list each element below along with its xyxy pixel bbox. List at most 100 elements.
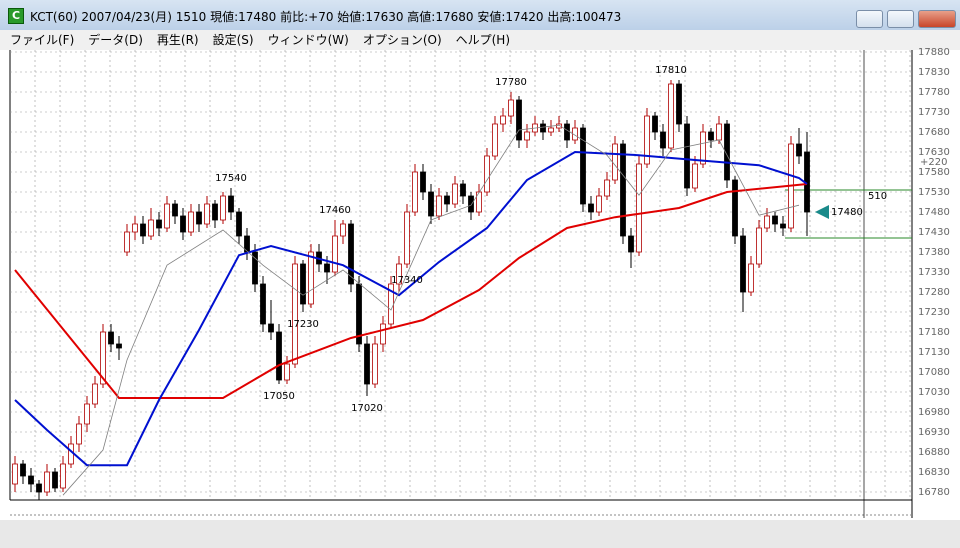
candle-body [636, 163, 642, 253]
candle-body [412, 171, 418, 213]
candle-body [468, 195, 474, 213]
candle-body [644, 115, 650, 165]
candle-body [716, 123, 722, 141]
candle-body [284, 363, 290, 381]
close-button[interactable] [918, 10, 956, 28]
menu-item[interactable]: 再生(R) [156, 33, 199, 47]
y-tick-label: 17380 [918, 247, 950, 258]
candle-body [436, 195, 442, 217]
candle-body [404, 211, 410, 265]
menu-bar: ファイル(F) データ(D) 再生(R) 設定(S) ウィンドウ(W) オプション(O) ヘ… [0, 30, 960, 50]
menu-item[interactable]: 設定(S) [212, 33, 254, 47]
candle-body [420, 171, 426, 193]
candle-body [652, 115, 658, 133]
y-tick-label: 16880 [918, 447, 950, 458]
candle-body [740, 235, 746, 293]
peak-label: 17810 [655, 65, 687, 76]
candle-body [484, 155, 490, 193]
candle-body [620, 143, 626, 237]
candle-body [724, 123, 730, 181]
candle-body [92, 383, 98, 405]
candle-body [628, 235, 634, 253]
price-marker [815, 205, 829, 219]
candle-body [324, 263, 330, 273]
candle-body [340, 223, 346, 237]
candle-body [220, 195, 226, 221]
candle-body [580, 127, 586, 205]
candle-body [676, 83, 682, 125]
candle-body [332, 235, 338, 273]
candle-body [396, 263, 402, 285]
candle-body [140, 223, 146, 237]
candle-body [228, 195, 234, 213]
candle-body [604, 179, 610, 197]
candle-body [68, 443, 74, 465]
candle-body [540, 123, 546, 133]
candle-body [564, 123, 570, 141]
y-tick-label: 17330 [918, 267, 950, 278]
app-icon: C [8, 8, 24, 24]
menu-item[interactable]: ヘルプ(H) [455, 33, 511, 47]
y-tick-label: 17580 [918, 167, 950, 178]
candle-body [588, 203, 594, 213]
candle-body [460, 183, 466, 197]
peak-label: 17460 [319, 205, 351, 216]
y-tick-label: 17080 [918, 367, 950, 378]
candle-body [44, 471, 50, 493]
candle-body [12, 463, 18, 485]
candle-body [668, 83, 674, 149]
y-tick-label: 17730 [918, 107, 950, 118]
candle-body [596, 195, 602, 213]
candle-body [60, 463, 66, 489]
candle-body [180, 215, 186, 233]
y-tick-label: 17880 [918, 47, 950, 58]
candle-body [100, 331, 106, 385]
y-tick-label: 16780 [918, 487, 950, 498]
trough-label: 17020 [351, 403, 383, 414]
minimize-button[interactable] [856, 10, 883, 28]
y-tick-label: 16830 [918, 467, 950, 478]
candle-body [156, 219, 162, 229]
menu-item[interactable]: ウィンドウ(W) [267, 33, 349, 47]
y-tick-label: 17530 [918, 187, 950, 198]
candle-body [372, 343, 378, 385]
trough-label: 17050 [263, 391, 295, 402]
candle-body [556, 123, 562, 129]
candle-body [116, 343, 122, 349]
candle-body [348, 223, 354, 285]
candle-body [188, 211, 194, 233]
chart-background [0, 50, 960, 520]
maximize-button[interactable] [887, 10, 914, 28]
candle-body [308, 251, 314, 305]
moving-average [62, 124, 800, 496]
candle-body [292, 263, 298, 365]
y-tick-label: 17030 [918, 387, 950, 398]
trough-label: 17340 [391, 275, 423, 286]
candle-body [84, 403, 90, 425]
moving-average [14, 150, 808, 467]
peak-label: 17780 [495, 77, 527, 88]
candle-body [500, 115, 506, 125]
y-tick-label: 16980 [918, 407, 950, 418]
scroll-area [0, 520, 960, 548]
candle-body [364, 343, 370, 385]
menu-item[interactable]: オプション(O) [362, 33, 442, 47]
candle-body [260, 283, 266, 325]
candle-body [236, 211, 242, 237]
candle-body [124, 231, 130, 253]
candle-body [780, 223, 786, 229]
menu-item[interactable]: データ(D) [88, 33, 143, 47]
candle-body [172, 203, 178, 217]
offset-label: +220 [920, 157, 947, 168]
candle-body [252, 251, 258, 285]
y-tick-label: 17230 [918, 307, 950, 318]
candle-body [276, 331, 282, 381]
menu-item[interactable]: ファイル(F) [10, 33, 75, 47]
candle-body [36, 483, 42, 493]
candle-body [748, 263, 754, 293]
y-tick-label: 17830 [918, 67, 950, 78]
candle-body [28, 475, 34, 485]
candle-body [108, 331, 114, 345]
